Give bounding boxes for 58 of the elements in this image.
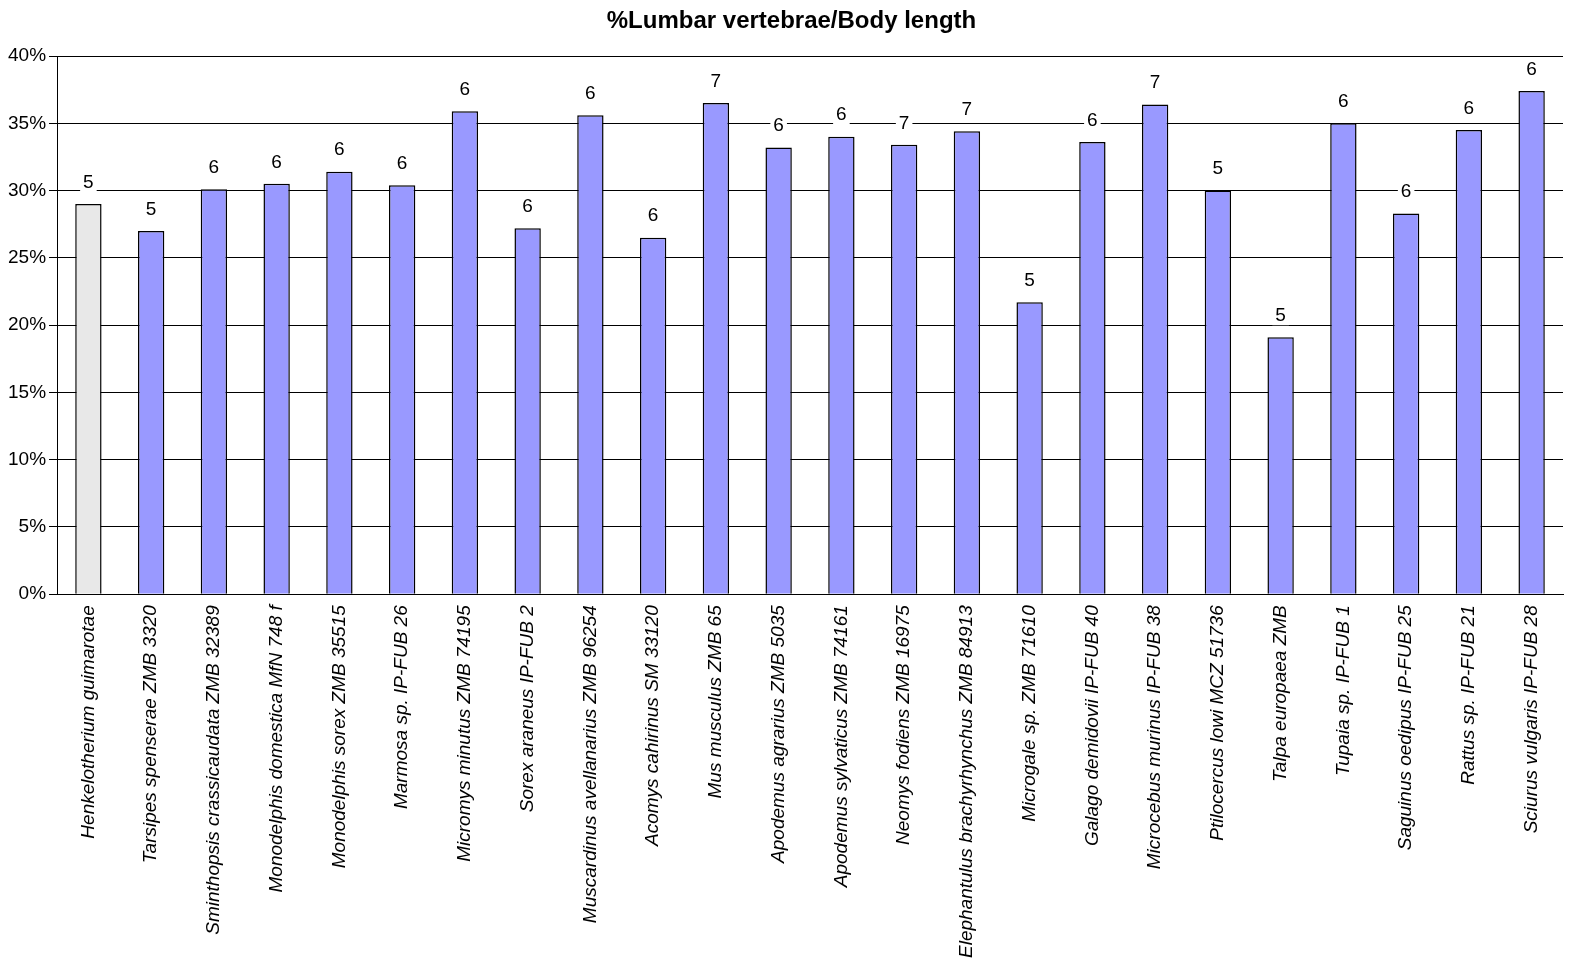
y-tick-label: 5%	[18, 515, 47, 537]
annotation: 7	[961, 98, 973, 120]
annotation: 6	[1463, 96, 1475, 118]
x-tick-label: Apodemus agrarius ZMB 5035	[766, 604, 788, 864]
x-tick-label: Acomys cahirinus SM 33120	[641, 604, 663, 848]
y-tick-label: 20%	[8, 313, 47, 335]
annotation: 7	[1149, 71, 1161, 93]
annotation: 6	[773, 114, 784, 136]
x-tick-label: Muscardinus avellanarius ZMB 96254	[578, 605, 600, 924]
x-tick-label: Microgale sp. ZMB 71610	[1017, 604, 1039, 822]
x-tick-label: Neomys fodiens ZMB 16975	[892, 604, 914, 845]
annotation: 6	[1338, 90, 1349, 112]
annotation: 6	[208, 155, 220, 177]
y-tick-label: 35%	[8, 111, 47, 133]
annotation: 6	[1400, 180, 1412, 202]
annotation: 6	[585, 81, 596, 103]
x-tick-label: Micromys minutus ZMB 74195	[453, 604, 475, 862]
x-tick-label: Elephantulus brachyrhynchus ZMB 84913	[955, 604, 977, 958]
y-tick-label: 15%	[8, 380, 47, 402]
x-tick-label: Ptilocercus lowi MCZ 51736	[1206, 604, 1228, 841]
annotation: 5	[1275, 303, 1286, 325]
x-tick-label: Saguinus oedipus IP-FUB 25	[1394, 604, 1416, 851]
annotation: 6	[271, 150, 282, 172]
y-tick-label: 40%	[8, 44, 47, 66]
x-tick-label: Tupaia sp. IP-FUB 1	[1331, 605, 1353, 776]
annotation: 6	[1087, 108, 1098, 130]
x-tick-label: Tarsipes spenserae ZMB 3320	[139, 604, 161, 864]
annotation: 5	[1212, 157, 1224, 179]
annotation: 6	[836, 103, 847, 125]
y-tick-label: 25%	[8, 246, 47, 268]
annotation: 6	[1526, 57, 1537, 79]
annotation: 6	[647, 204, 659, 226]
annotation: 5	[83, 170, 94, 192]
x-tick-label: Rattus sp. IP-FUB 21	[1457, 605, 1479, 785]
annotation: 6	[459, 77, 471, 99]
x-tick-label: Sorex araneus IP-FUB 2	[515, 604, 537, 813]
chart-title: %Lumbar vertebrae/Body length	[605, 6, 978, 35]
y-tick-label: 0%	[18, 582, 47, 604]
annotation: 6	[522, 194, 533, 216]
annotation: 6	[334, 138, 345, 160]
x-tick-label: Mus musculus ZMB 65	[704, 604, 726, 799]
x-tick-label: Monodelphis sorex ZMB 35515	[327, 604, 349, 869]
annotation: 7	[710, 69, 722, 91]
x-tick-label: Monodelphis domestica MfN 748 f	[264, 603, 286, 893]
x-tick-label: Microcebus murinus IP-FUB 38	[1143, 604, 1165, 870]
x-tick-label: Apodemus sylvaticus ZMB 74161	[829, 605, 851, 889]
annotation: 5	[145, 197, 157, 219]
x-tick-label: Marmosa sp. IP-FUB 26	[390, 604, 412, 810]
x-tick-label: Sminthopsis crassicaudata ZMB 32389	[202, 604, 224, 935]
annotation: 6	[396, 151, 408, 173]
x-tick-label: Henkelotherium guimarotae	[76, 605, 98, 839]
y-tick-label: 30%	[8, 178, 47, 200]
y-tick-label: 10%	[8, 447, 47, 469]
annotation: 5	[1024, 268, 1035, 290]
annotation: 7	[898, 111, 910, 133]
x-tick-label: Sciurus vulgaris IP-FUB 28	[1519, 604, 1541, 834]
x-tick-label: Galago demidovii IP-FUB 40	[1080, 604, 1102, 847]
x-tick-label: Talpa europaea ZMB	[1268, 604, 1290, 782]
